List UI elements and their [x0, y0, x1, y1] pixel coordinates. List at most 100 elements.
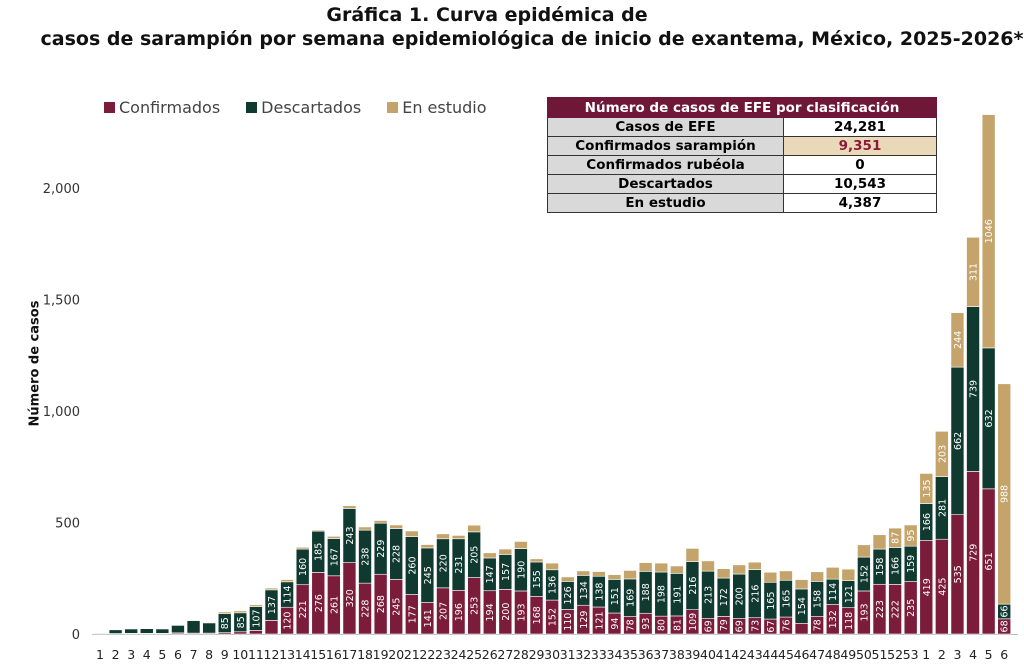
x-tick-label: 52	[887, 647, 903, 662]
x-tick-label: 23	[435, 647, 451, 662]
bar-segment-en-estudio	[451, 535, 466, 540]
bar-data-label: 261	[329, 596, 340, 614]
x-tick-label: 1	[922, 647, 930, 662]
bar-data-label: 1046	[984, 219, 995, 243]
x-tick-label: 17	[341, 647, 357, 662]
bar-segment-en-estudio	[389, 524, 404, 529]
bar-data-label: 245	[392, 598, 403, 616]
x-tick-label: 53	[903, 647, 919, 662]
summary-value: 9,351	[783, 136, 937, 156]
bar-data-label: 228	[361, 600, 372, 618]
legend-item-descartados: Descartados	[246, 98, 361, 117]
bar-data-label: 78	[626, 619, 637, 631]
bar-data-label: 188	[641, 583, 652, 601]
bar-segment-descartados	[171, 625, 185, 634]
summary-label: En estudio	[547, 193, 784, 213]
bar-data-label: 243	[345, 526, 356, 544]
bar-data-label: 632	[984, 409, 995, 427]
bar-segment-en-estudio	[420, 544, 435, 549]
bar-data-label: 244	[953, 331, 964, 349]
bar-segment-en-estudio	[747, 561, 762, 570]
bar-segment-en-estudio	[623, 570, 637, 580]
bar-data-label: 66	[1000, 605, 1011, 617]
bar-segment-en-estudio	[607, 574, 622, 580]
bar-data-label: 134	[579, 581, 590, 599]
bar-data-label: 147	[485, 565, 496, 583]
summary-label: Confirmados rubéola	[547, 155, 784, 175]
bar-data-label: 68	[1000, 620, 1011, 632]
bar-segment-en-estudio	[202, 621, 216, 624]
bar-data-label: 76	[781, 619, 792, 631]
bar-data-label: 253	[470, 597, 481, 615]
bar-data-label: 154	[797, 597, 808, 615]
bar-data-label: 988	[1000, 485, 1011, 503]
x-tick-label: 22	[419, 647, 435, 662]
bar-data-label: 535	[953, 565, 964, 583]
bar-data-label: 193	[859, 603, 870, 621]
bar-data-label: 129	[579, 611, 590, 629]
bar-data-label: 165	[766, 592, 777, 610]
x-tick-label: 19	[373, 647, 389, 662]
bar-data-label: 216	[750, 585, 761, 603]
chart-title-line2: casos de sarampión por semana epidemioló…	[40, 28, 1024, 50]
bar-segment-en-estudio	[436, 533, 450, 540]
bar-data-label: 166	[891, 557, 902, 575]
y-tick-label: 2,000	[43, 182, 80, 197]
summary-table-header: Número de casos de EFE por clasificación	[547, 97, 937, 118]
x-tick-label: 43	[747, 647, 763, 662]
bar-data-label: 235	[906, 599, 917, 617]
bar-segment-en-estudio	[841, 568, 856, 582]
bar-data-label: 205	[470, 546, 481, 564]
bar-data-label: 114	[828, 583, 839, 601]
summary-row: Descartados 10,543	[547, 174, 937, 194]
bar-segment-descartados	[124, 628, 138, 634]
bar-data-label: 151	[610, 587, 621, 605]
x-tick-label: 41	[716, 647, 732, 662]
bar-data-label: 228	[392, 545, 403, 563]
bar-data-label: 109	[688, 613, 699, 631]
bar-data-label: 166	[922, 513, 933, 531]
x-tick-label: 50	[856, 647, 872, 662]
bar-data-label: 276	[314, 594, 325, 612]
legend-swatch	[246, 102, 258, 113]
bar-segment-en-estudio	[685, 548, 700, 562]
bar-data-label: 168	[532, 606, 543, 624]
bar-data-label: 159	[906, 555, 917, 573]
bar-segment-en-estudio	[295, 546, 310, 550]
bar-data-label: 107	[251, 609, 262, 627]
x-tick-label: 32	[575, 647, 591, 662]
x-tick-label: 29	[529, 647, 545, 662]
legend-swatch	[387, 102, 399, 113]
bar-segment-en-estudio	[701, 560, 715, 572]
legend-label: Confirmados	[119, 98, 221, 117]
x-tick-label: 13	[279, 647, 295, 662]
bar-segment-en-estudio	[857, 544, 871, 558]
bar-data-label: 79	[719, 619, 730, 631]
bar-segment-en-estudio	[311, 529, 326, 532]
bar-data-label: 85	[220, 617, 231, 629]
bar-segment-en-estudio	[654, 562, 669, 573]
bar-segment-en-estudio	[327, 536, 341, 539]
bar-data-label: 194	[485, 603, 496, 621]
bar-segment-en-estudio	[482, 552, 497, 559]
bar-data-label: 223	[875, 600, 886, 618]
bar-segment-en-estudio	[249, 604, 263, 607]
bar-segment-descartados	[93, 633, 107, 635]
x-tick-label: 3	[127, 647, 135, 662]
bar-data-label: 93	[641, 618, 652, 630]
bar-data-label: 136	[548, 576, 559, 594]
x-tick-label: 14	[295, 647, 311, 662]
bar-segment-en-estudio	[638, 562, 653, 572]
x-tick-label: 38	[669, 647, 685, 662]
bar-segment-en-estudio	[825, 567, 840, 580]
bar-data-label: 158	[813, 590, 824, 608]
x-tick-label: 25	[466, 647, 482, 662]
bar-data-label: 190	[516, 561, 527, 579]
x-tick-label: 35	[622, 647, 638, 662]
bar-data-label: 69	[735, 620, 746, 632]
x-tick-label: 33	[591, 647, 607, 662]
bar-data-label: 425	[937, 578, 948, 596]
bar-data-label: 198	[657, 585, 668, 603]
bar-data-label: 121	[844, 585, 855, 603]
